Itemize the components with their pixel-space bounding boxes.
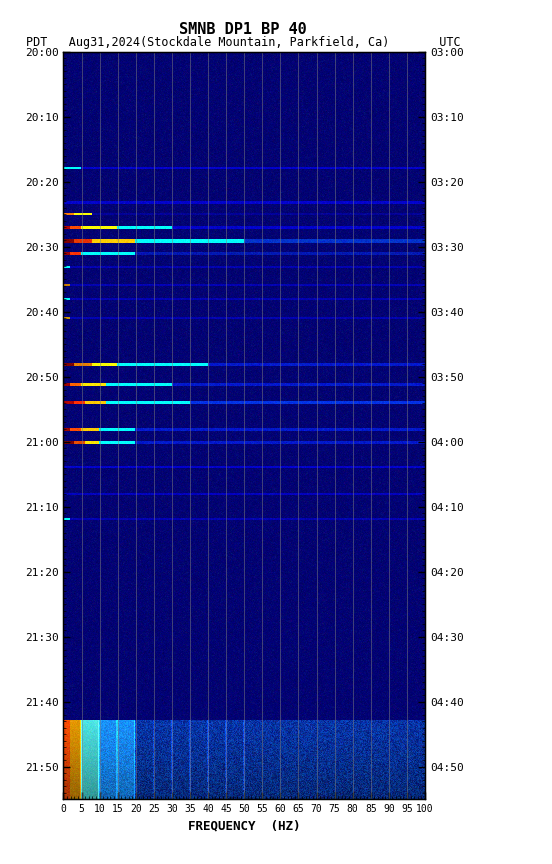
Text: SMNB DP1 BP 40: SMNB DP1 BP 40 [179,22,307,36]
Text: PDT   Aug31,2024(Stockdale Mountain, Parkfield, Ca)       UTC: PDT Aug31,2024(Stockdale Mountain, Parkf… [25,36,460,49]
X-axis label: FREQUENCY  (HZ): FREQUENCY (HZ) [188,820,300,833]
